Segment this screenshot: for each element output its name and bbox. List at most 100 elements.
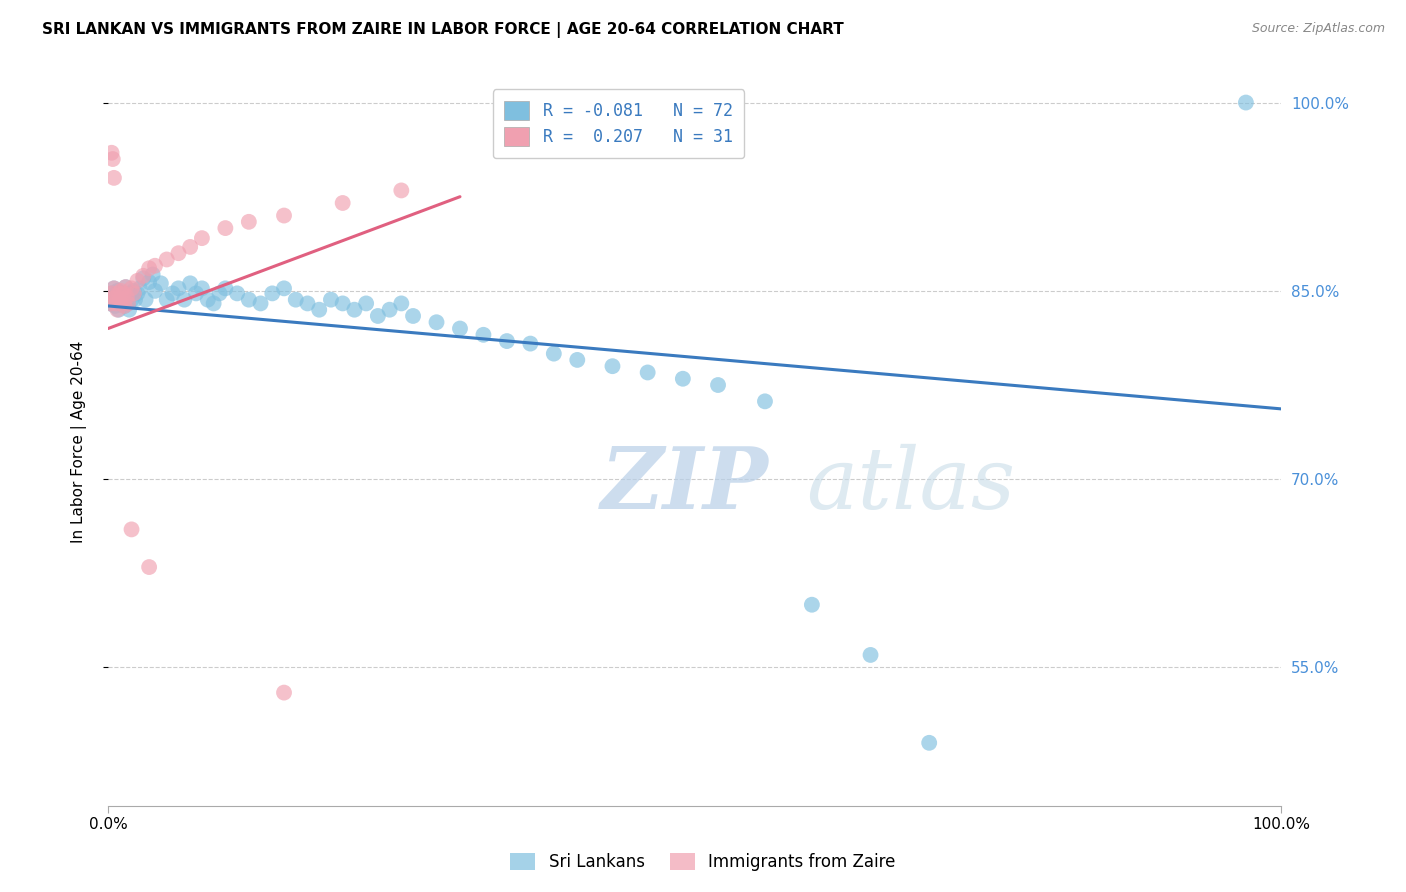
Point (103, 281, 125, 295)
Point (117, 296, 139, 310)
Point (449, 321, 471, 335)
Point (124, 293, 146, 307)
Point (226, 286, 249, 301)
Point (184, 286, 207, 301)
Point (297, 296, 319, 310)
Point (1234, 95, 1257, 110)
Point (121, 281, 143, 295)
Point (115, 290, 138, 304)
Point (367, 309, 389, 323)
Point (108, 290, 131, 304)
Point (138, 275, 160, 289)
Text: ZIP: ZIP (600, 443, 769, 527)
Point (127, 286, 149, 301)
Point (107, 284, 129, 298)
Point (111, 293, 134, 307)
Point (197, 293, 219, 307)
Point (156, 293, 179, 307)
Point (114, 280, 136, 294)
Point (111, 293, 134, 307)
Point (754, 394, 776, 409)
Point (602, 359, 624, 374)
Point (114, 280, 136, 294)
Point (238, 293, 260, 307)
Point (567, 352, 589, 367)
Point (273, 281, 295, 295)
Text: Source: ZipAtlas.com: Source: ZipAtlas.com (1251, 22, 1385, 36)
Point (273, 685, 295, 699)
Point (167, 246, 190, 260)
Point (389, 183, 412, 197)
Point (100, 296, 122, 310)
Point (425, 315, 447, 329)
Text: atlas: atlas (806, 444, 1015, 526)
Point (120, 286, 142, 301)
Point (262, 286, 284, 301)
Point (101, 293, 124, 307)
Point (273, 209, 295, 223)
Point (637, 366, 659, 380)
Point (115, 290, 138, 304)
Point (105, 296, 128, 310)
Point (105, 293, 128, 307)
Legend: R = -0.081   N = 72, R =  0.207   N = 31: R = -0.081 N = 72, R = 0.207 N = 31 (492, 89, 744, 158)
Point (122, 284, 145, 298)
Point (496, 334, 519, 348)
Point (472, 327, 495, 342)
Point (127, 274, 149, 288)
Point (859, 648, 882, 662)
Point (389, 296, 412, 310)
Point (135, 293, 157, 307)
Point (110, 296, 132, 310)
Point (107, 302, 129, 317)
Point (121, 293, 143, 307)
Point (179, 277, 201, 291)
Point (214, 281, 236, 295)
Point (214, 221, 236, 235)
Point (519, 336, 541, 351)
Point (114, 299, 136, 313)
Point (103, 170, 125, 185)
Point (100, 286, 122, 301)
Point (332, 296, 354, 310)
Point (107, 302, 129, 317)
Point (121, 522, 143, 536)
Point (103, 281, 125, 295)
Point (104, 290, 127, 304)
Point (173, 293, 195, 307)
Point (107, 286, 129, 301)
Point (132, 268, 155, 283)
Point (156, 252, 179, 267)
Point (118, 302, 141, 317)
Point (249, 296, 271, 310)
Y-axis label: In Labor Force | Age 20-64: In Labor Force | Age 20-64 (72, 341, 87, 542)
Point (918, 736, 941, 750)
Point (101, 152, 124, 166)
Text: SRI LANKAN VS IMMIGRANTS FROM ZAIRE IN LABOR FORCE | AGE 20-64 CORRELATION CHART: SRI LANKAN VS IMMIGRANTS FROM ZAIRE IN L… (42, 22, 844, 38)
Point (122, 286, 145, 301)
Point (100, 296, 122, 310)
Point (117, 296, 139, 310)
Point (112, 286, 135, 301)
Point (402, 309, 425, 323)
Point (112, 286, 135, 301)
Point (167, 281, 190, 295)
Point (138, 261, 160, 276)
Point (108, 293, 131, 307)
Point (343, 302, 366, 317)
Point (308, 302, 330, 317)
Point (191, 231, 214, 245)
Point (100, 286, 122, 301)
Point (238, 215, 260, 229)
Point (284, 293, 307, 307)
Point (114, 299, 136, 313)
Point (138, 560, 160, 574)
Point (104, 299, 127, 313)
Point (162, 286, 184, 301)
Point (707, 378, 730, 392)
Point (110, 284, 132, 298)
Point (142, 268, 165, 282)
Point (143, 284, 166, 298)
Point (378, 302, 401, 317)
Point (132, 271, 155, 285)
